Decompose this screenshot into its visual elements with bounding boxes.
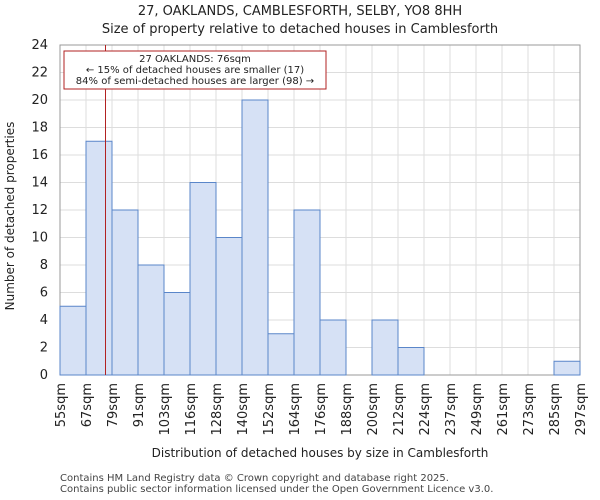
bar-212sqm (397, 347, 425, 376)
x-axis-ticks: 55sqm 67sqm 79sqm 91sqm 103sqm 116sqm 128sqm 14… (54, 383, 589, 436)
x-tick-label: 188sqm (340, 383, 355, 436)
x-tick-label: 237sqm (444, 383, 459, 436)
y-tick-label: 8 (40, 258, 48, 273)
bar-55sqm (59, 305, 87, 376)
y-tick-label: 4 (40, 313, 48, 328)
annotation-box: 27 OAKLANDS: 76sqm← 15% of detached hous… (63, 50, 327, 90)
y-tick-label: 0 (40, 368, 48, 383)
bar-128sqm (215, 237, 243, 376)
x-tick-label: 164sqm (288, 383, 303, 436)
x-tick-label: 55sqm (54, 383, 69, 427)
x-tick-label: 224sqm (418, 383, 433, 436)
bar-200sqm (371, 319, 399, 376)
x-tick-label: 79sqm (106, 383, 121, 427)
bar-152sqm (267, 333, 295, 376)
y-axis-label: Number of detached properties (3, 122, 17, 311)
y-tick-label: 18 (31, 121, 48, 136)
x-tick-label: 152sqm (262, 383, 277, 436)
y-tick-label: 14 (31, 176, 48, 191)
x-axis-label: Distribution of detached houses by size … (152, 446, 489, 460)
chart-subtitle: Size of property relative to detached ho… (101, 22, 499, 37)
y-tick-label: 22 (31, 66, 48, 81)
x-tick-label: 249sqm (470, 383, 485, 436)
x-tick-label: 128sqm (210, 383, 225, 436)
bar-116sqm (189, 182, 217, 376)
x-tick-label: 261sqm (496, 383, 511, 436)
bar-79sqm (111, 209, 139, 376)
x-tick-label: 285sqm (548, 383, 563, 436)
bar-176sqm (319, 319, 347, 376)
annotation-line-3: 84% of semi-detached houses are larger (… (76, 76, 314, 87)
bar-140sqm (241, 99, 269, 376)
x-tick-label: 140sqm (236, 383, 251, 436)
chart-title: 27, OAKLANDS, CAMBLESFORTH, SELBY, YO8 8… (137, 4, 463, 19)
y-tick-label: 20 (31, 93, 48, 108)
x-tick-label: 200sqm (366, 383, 381, 436)
bar-164sqm (293, 209, 321, 376)
footer-copyright: Contains HM Land Registry data © Crown c… (60, 473, 449, 484)
bar-103sqm (163, 292, 191, 376)
bar-285sqm (553, 360, 581, 376)
x-tick-label: 273sqm (522, 383, 537, 436)
y-tick-label: 10 (31, 231, 48, 246)
x-tick-label: 91sqm (132, 383, 147, 427)
x-tick-label: 212sqm (392, 383, 407, 436)
x-tick-label: 297sqm (574, 383, 589, 436)
annotation-frame (63, 50, 327, 90)
bar-67sqm (85, 140, 113, 376)
x-tick-label: 67sqm (80, 383, 95, 427)
x-tick-label: 176sqm (314, 383, 329, 436)
footer-licence: Contains public sector information licen… (60, 484, 494, 495)
annotation-line-1: 27 OAKLANDS: 76sqm (139, 54, 251, 65)
x-tick-label: 116sqm (184, 383, 199, 436)
y-tick-label: 16 (31, 148, 48, 163)
annotation-line-2: ← 15% of detached houses are smaller (17… (86, 65, 304, 76)
y-tick-label: 2 (40, 341, 48, 356)
x-tick-label: 103sqm (158, 383, 173, 436)
y-tick-label: 24 (31, 38, 48, 53)
y-tick-label: 12 (31, 203, 48, 218)
bar-91sqm (137, 264, 165, 376)
y-tick-label: 6 (40, 286, 48, 301)
bars (59, 99, 581, 376)
